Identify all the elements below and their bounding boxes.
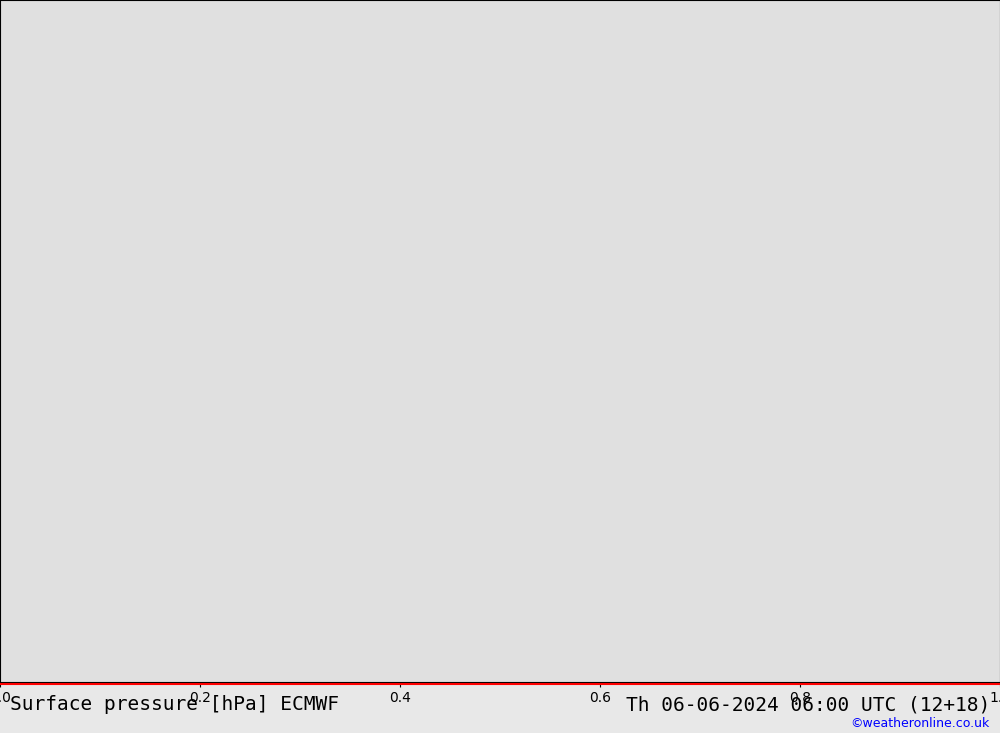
- Text: Th 06-06-2024 06:00 UTC (12+18): Th 06-06-2024 06:00 UTC (12+18): [626, 696, 990, 714]
- Text: ©weatheronline.co.uk: ©weatheronline.co.uk: [851, 718, 990, 730]
- Text: Surface pressure [hPa] ECMWF: Surface pressure [hPa] ECMWF: [10, 696, 339, 714]
